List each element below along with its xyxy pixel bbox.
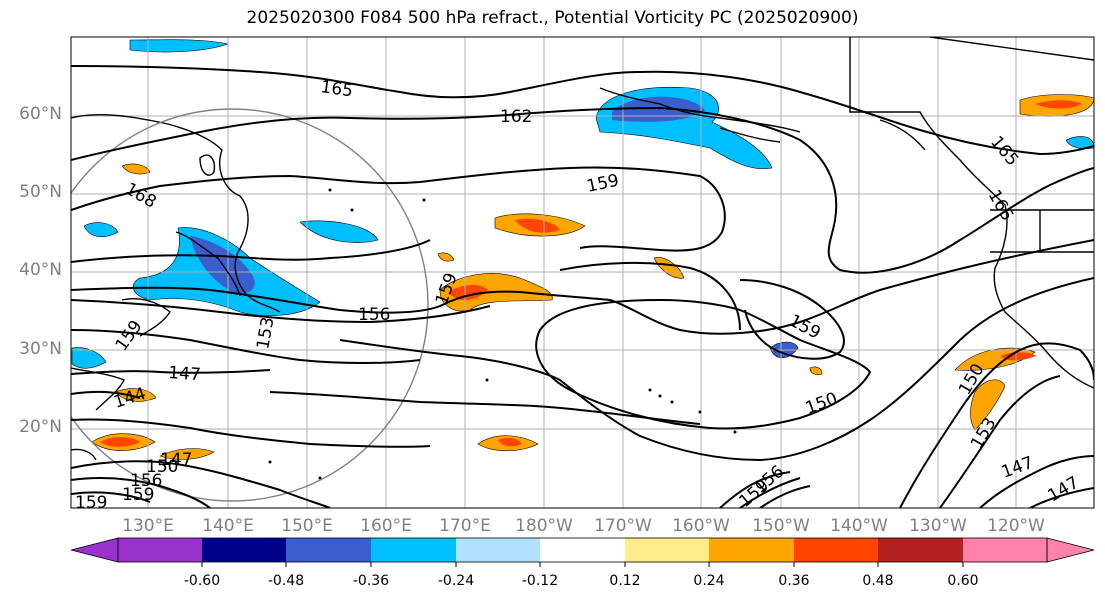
colorbar-swatch (794, 538, 878, 562)
contour-label: 156 (358, 305, 390, 325)
distance-circle (71, 108, 429, 502)
contour-label: 165 (319, 77, 354, 101)
lat-label: 30°N (19, 339, 62, 359)
lon-label: 170°E (439, 516, 491, 536)
colorbar-swatch (540, 538, 625, 562)
colorbar-swatch (118, 538, 202, 562)
colorbar-swatch (371, 538, 456, 562)
lon-label: 180°W (515, 516, 573, 536)
colorbar-max-extend (1046, 537, 1095, 563)
lon-label: 170°W (594, 516, 652, 536)
lon-label: 160°W (672, 516, 730, 536)
colorbar-frame (117, 537, 1048, 563)
contour-label: 150 (146, 457, 178, 477)
colorbar-swatch (878, 538, 963, 562)
contour-label: 156 (130, 471, 162, 491)
height-contours (71, 65, 1094, 508)
graticule (71, 37, 1094, 508)
lat-label: 60°N (19, 104, 62, 124)
colorbar-tick-label: 0.48 (862, 573, 894, 589)
lat-label: 50°N (19, 182, 62, 202)
colorbar-swatch (625, 538, 709, 562)
lon-label: 130°W (909, 516, 967, 536)
colorbar-tick-label: 0.60 (947, 573, 979, 589)
lon-label: 150°W (752, 516, 810, 536)
map-frame (70, 36, 1095, 509)
lon-label: 160°E (360, 516, 412, 536)
contour-label: 159 (75, 493, 107, 513)
colorbar-tick-label: -0.48 (267, 573, 305, 589)
colorbar-swatch (286, 538, 371, 562)
colorbar-tick-label: -0.60 (183, 573, 221, 589)
map-title: 2025020300 F084 500 hPa refract., Potent… (246, 8, 859, 28)
contour-label: 159 (122, 485, 154, 505)
colorbar-swatch (456, 538, 540, 562)
colorbar-swatch (963, 538, 1047, 562)
lon-label: 140°E (202, 516, 254, 536)
colorbar-tick-label: 0.24 (693, 573, 725, 589)
contour-label: 147 (160, 450, 192, 470)
lon-label: 130°E (122, 516, 174, 536)
lon-label: 140°W (830, 516, 888, 536)
colorbar (70, 537, 1095, 567)
colorbar-tick-label: 0.36 (778, 573, 810, 589)
colorbar-min-extend (70, 537, 119, 563)
lon-label: 150°E (281, 516, 333, 536)
colorbar-tick-label: -0.36 (352, 573, 390, 589)
colorbar-tick-label: -0.12 (521, 573, 559, 589)
contour-label: 147 (168, 363, 202, 385)
contour-label: 162 (500, 107, 532, 127)
lat-label: 40°N (19, 260, 62, 280)
colorbar-swatch (709, 538, 794, 562)
colorbar-swatch (202, 538, 286, 562)
lat-label: 20°N (19, 417, 62, 437)
lon-label: 120°W (987, 516, 1045, 536)
colorbar-tick-label: 0.12 (609, 573, 641, 589)
island-dots (268, 188, 737, 480)
colorbar-tick-label: -0.24 (437, 573, 475, 589)
